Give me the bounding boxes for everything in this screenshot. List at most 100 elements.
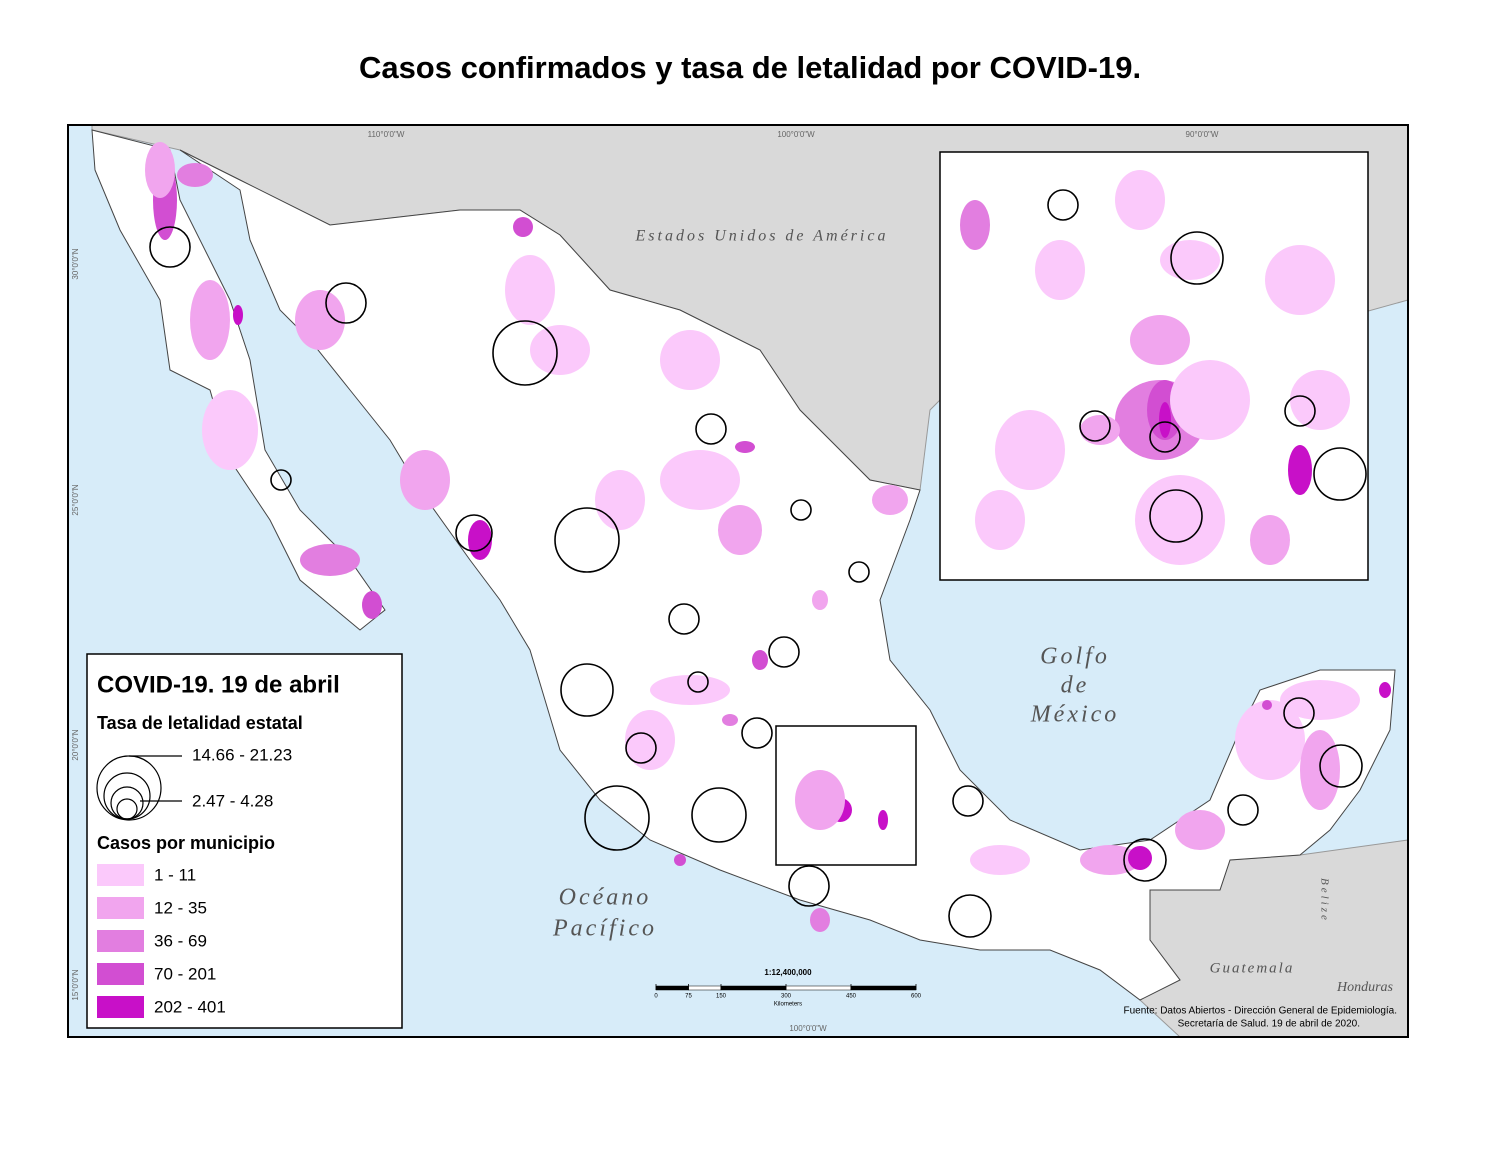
rate-circle [788,865,830,907]
scale-unit: Kilometers [774,1002,802,1008]
municipality-fill [650,675,730,705]
legend: COVID-19. 19 de abril Tasa de letalidad … [86,653,403,1029]
municipality-fill [1035,240,1085,300]
scale-tick-label: 75 [685,994,692,1000]
municipality-fill [995,410,1065,490]
municipality-fill [970,845,1030,875]
legend-swatch [97,930,144,952]
municipality-fill [1160,240,1220,280]
municipality-fill [872,485,908,515]
municipality-fill [145,142,175,198]
municipality-fill [1265,245,1335,315]
rate-circle [1319,744,1363,788]
rate-circle [492,320,558,386]
inset-circles [1047,189,1367,543]
rate-symbols [96,755,182,821]
municipality-fill [718,505,762,555]
municipality-fill [295,290,345,350]
country-label: Guatemala [1210,960,1295,976]
source-line: Secretaría de Salud. 19 de abril de 2020… [1178,1019,1360,1030]
municipality-fill [233,305,243,325]
sea-label: México [1030,702,1120,728]
rate-circle [691,787,747,843]
legend-title: COVID-19. 19 de abril [97,671,340,698]
scale-segment [688,985,722,991]
scale-tick-label: 0 [654,994,658,1000]
sea-label: Océano [559,885,652,911]
rate-circle [790,499,812,521]
rate-symbol [116,798,138,820]
rate-circle [1047,189,1079,221]
graticule-label: 20°0'0"N [71,729,80,760]
title: Casos confirmados y tasa de letalidad po… [359,50,1141,85]
rate-circles [149,226,1363,938]
rate-circle [584,785,650,851]
municipality-fill [975,490,1025,550]
graticule-label: 110°0'0"W [368,130,405,139]
graticule-label: 30°0'0"N [71,248,80,279]
municipality-fill [812,590,828,610]
rate-circle [625,732,657,764]
municipality-fill [1290,370,1350,430]
municipality-fill [960,200,990,250]
rate-circle [325,282,367,324]
municipality-fill [1115,170,1165,230]
rate-circle [1283,697,1315,729]
rate-circle [1227,794,1259,826]
municipality-fill [795,770,845,830]
legend-label: 70 - 201 [154,964,216,983]
municipality-fill [1175,810,1225,850]
scale-tick-label: 450 [846,994,857,1000]
baja-california [91,129,386,631]
legend-swatch [97,963,144,985]
scale-segment [655,985,689,991]
sea-label: Golfo [1040,644,1110,670]
graticule-label: 100°0'0"W [777,130,815,139]
rate-circle [149,226,191,268]
scale-ratio: 1:12,400,000 [764,968,812,977]
municipality-fill [505,255,555,325]
rate-circle [270,469,292,491]
rate-circle [1123,838,1167,882]
municipality-fill [660,330,720,390]
municipality-fill [1262,700,1272,710]
graticule-label: 90°0'0"W [1186,130,1219,139]
municipality-fill [300,544,360,576]
inset-fills [960,170,1350,565]
rate-circle [1149,421,1181,453]
scale-segment [720,985,787,991]
graticule-label: 15°0'0"N [71,969,80,1000]
rate-circle [668,603,700,635]
rate-circle [848,561,870,583]
rate-class: 2.47 - 4.28 [192,791,273,810]
legend-subtitle: Casos por municipio [97,833,275,853]
country-label: Belize [1318,878,1330,923]
municipality-fill [1379,682,1391,698]
inset-extent [775,725,917,866]
legend-swatch [97,897,144,919]
rate-circle [952,785,984,817]
scale-segment [785,985,852,991]
rate-circle [768,636,800,668]
municipality-fill [735,441,755,453]
legend-swatch [97,996,144,1018]
municipality-fill [530,325,590,375]
municipality-fill [625,710,675,770]
graticule-label: 25°0'0"N [71,484,80,515]
sea-label: de [1061,673,1090,699]
municipality-fill [468,520,492,560]
graticule-label: 100°0'0"W [789,1024,827,1033]
mexico-mainland [179,149,1396,1001]
rate-circle [695,413,727,445]
legend-label: 202 - 401 [154,997,226,1016]
rate-class: 14.66 - 21.23 [192,745,292,764]
rate-circle [1170,231,1224,285]
municipality-fill [400,450,450,510]
municipality-fill [1135,475,1225,565]
municipality-fill [1250,515,1290,565]
municipality-fill [1128,846,1152,870]
municipality-fill [752,650,768,670]
municipality-fill [513,217,533,237]
rate-circle [1149,489,1203,543]
